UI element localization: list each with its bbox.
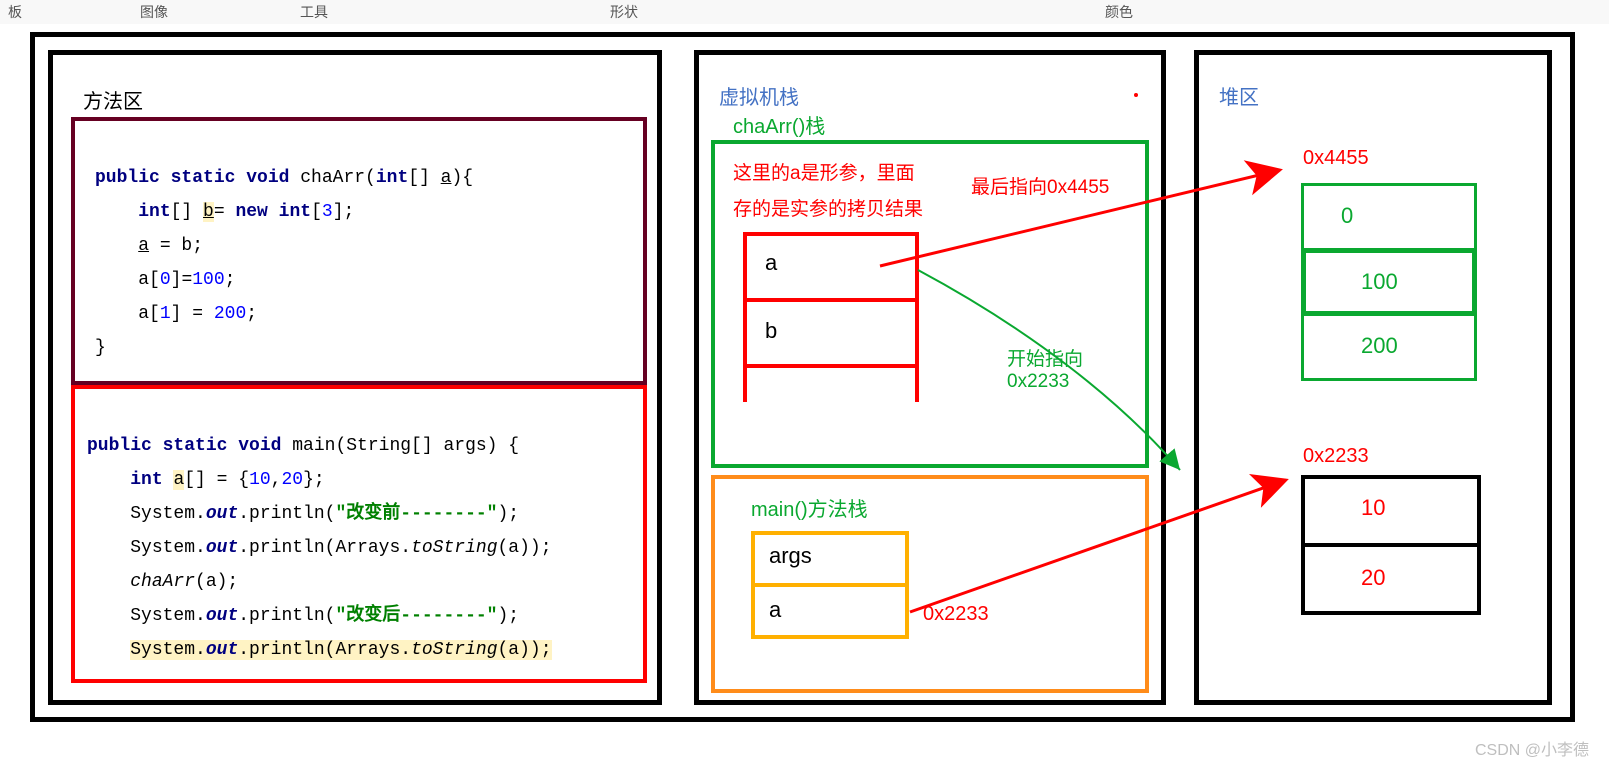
code1: public static void chaArr(int[] a){ int[… — [95, 127, 473, 365]
method-area: 方法区 public static void chaArr(int[] a){ … — [48, 50, 662, 705]
chaarr-frame: 这里的a是形参，里面 最后指向0x4455 存的是实参的拷贝结果 a b 开始指… — [711, 140, 1149, 468]
menubar: 板 图像 工具 形状 颜色 — [0, 0, 1609, 24]
obj1-cell2: 200 — [1361, 333, 1398, 359]
chaarr-var-b: b — [765, 318, 777, 344]
chaarr-note-arrow: 最后指向0x4455 — [971, 172, 1109, 199]
heap-obj2-addr: 0x2233 — [1303, 445, 1369, 468]
heap-obj1-addr: 0x4455 — [1303, 147, 1369, 170]
chaarr-note2: 存的是实参的拷贝结果 — [733, 194, 923, 221]
start-point-text: 开始指向0x2233 — [1007, 344, 1145, 393]
heap-area: 堆区 0x4455 0 100 200 0x2233 10 20 — [1194, 50, 1552, 705]
chaarr-note1: 这里的a是形参，里面 — [733, 158, 915, 185]
code-box-chaarr: public static void chaArr(int[] a){ int[… — [71, 117, 647, 385]
main-frame: main()方法栈 args a 0x2233 — [711, 475, 1149, 693]
stack-area: 虚拟机栈 chaArr()栈 这里的a是形参，里面 最后指向0x4455 存的是… — [694, 50, 1166, 705]
menu-color[interactable]: 颜色 — [1105, 2, 1133, 22]
main-var-a: a — [769, 597, 781, 623]
watermark: CSDN @小李德 — [1475, 736, 1589, 760]
obj1-cell1: 100 — [1361, 269, 1398, 295]
chaarr-var-a: a — [765, 250, 777, 276]
menu-image[interactable]: 图像 — [140, 2, 168, 22]
heap-title: 堆区 — [1219, 81, 1259, 110]
chaarr-frame-label: chaArr()栈 — [733, 110, 825, 139]
menu-shape[interactable]: 形状 — [610, 2, 638, 22]
method-area-title: 方法区 — [83, 85, 143, 114]
code2: public static void main(String[] args) {… — [87, 395, 552, 667]
obj2-cell0: 10 — [1361, 495, 1385, 521]
code-box-main: public static void main(String[] args) {… — [71, 385, 647, 683]
chaarr-vars: a b — [743, 232, 919, 374]
main-addr: 0x2233 — [923, 603, 989, 626]
menu-tool[interactable]: 工具 — [300, 2, 328, 22]
stack-title: 虚拟机栈 — [719, 81, 799, 110]
menu-ban[interactable]: 板 — [8, 2, 22, 22]
main-var-args: args — [769, 543, 812, 569]
obj2-cell1: 20 — [1361, 565, 1385, 591]
main-frame-label: main()方法栈 — [751, 493, 868, 522]
obj1-cell0: 0 — [1341, 203, 1353, 229]
